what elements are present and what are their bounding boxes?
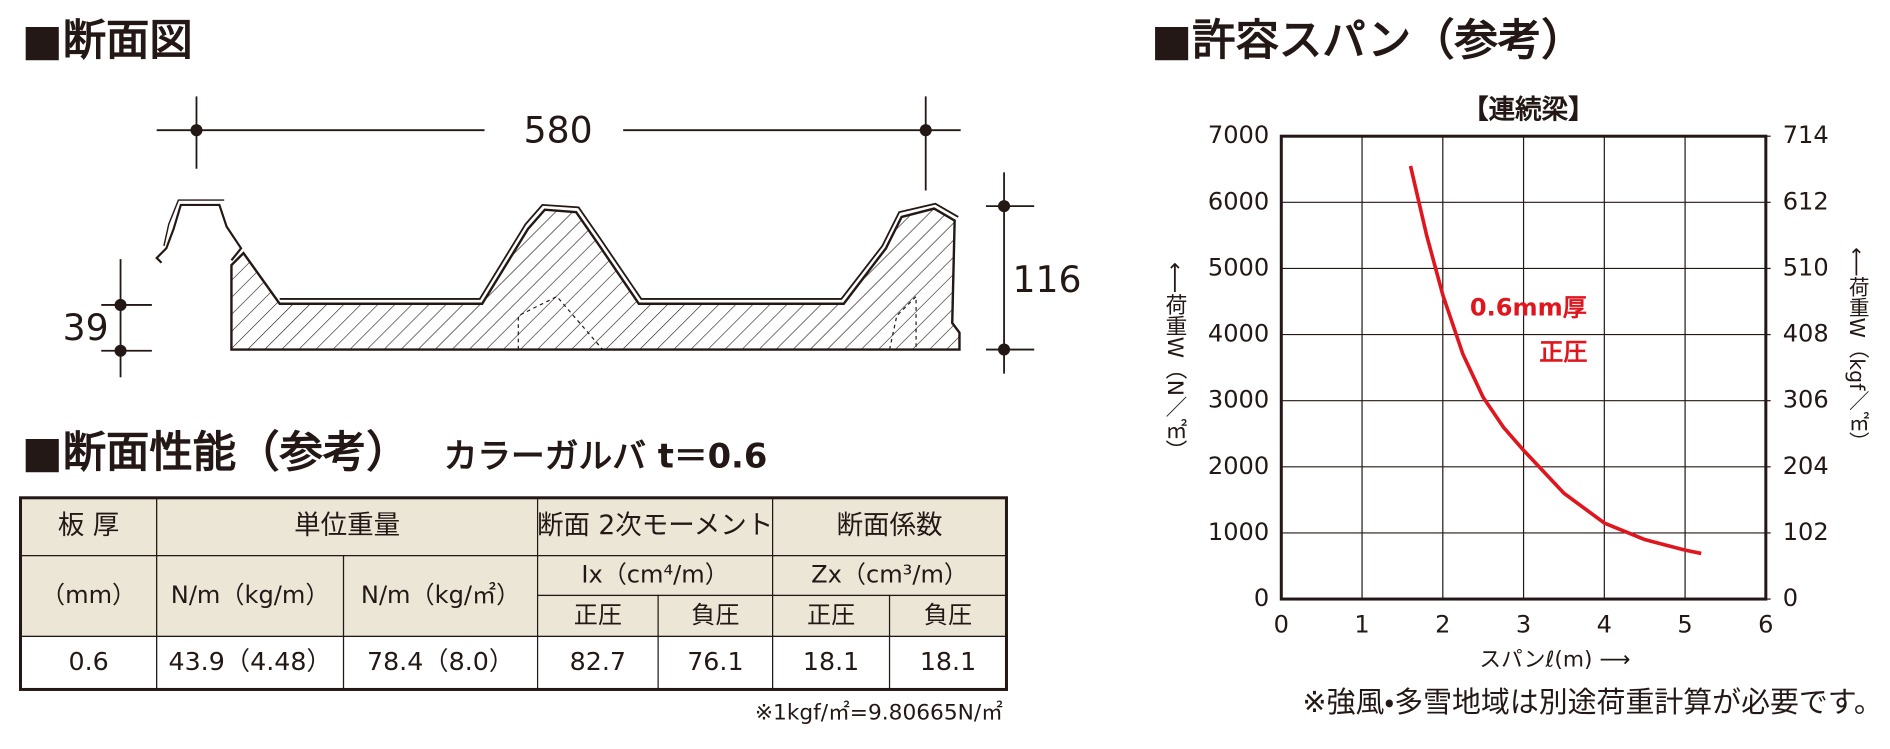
x-tick-label: 4 (1597, 611, 1612, 639)
header-text: 正圧 (807, 601, 855, 629)
x-tick-label: 1 (1354, 611, 1369, 639)
header-text: N/m（kg/㎡） (361, 581, 520, 609)
body-cell (19, 635, 158, 691)
x-tick-label: 6 (1758, 611, 1773, 639)
header-text: 負圧 (691, 601, 739, 629)
series-label: 0.6mm厚 (1470, 294, 1587, 322)
y-tick-label: 6000 (1208, 187, 1269, 215)
header-cell (536, 497, 774, 557)
span-heading: ■許容スパン（参考） (1151, 16, 1585, 66)
width-label: 580 (524, 109, 593, 152)
y2-tick-label: 510 (1783, 253, 1829, 281)
y-axis-label: ⟵荷重W（N／㎡） (1162, 262, 1187, 461)
properties-table: 板 厚 単位重量 断面 2次モーメント 断面係数 （mm） N/m（kg/m） N/m（kg… (18, 496, 1008, 691)
y-tick-label: 0 (1254, 584, 1269, 612)
table-note: ※1kgf/㎡=9.80665N/㎡ (755, 700, 1003, 726)
x-tick-label: 5 (1677, 611, 1692, 639)
y-tick-label: 7000 (1208, 121, 1269, 149)
x-tick-label: 0 (1274, 611, 1289, 639)
y2-tick-label: 102 (1783, 518, 1829, 546)
header-cell (536, 555, 774, 597)
annotation: 正圧 (1539, 338, 1587, 366)
table-border (18, 496, 1008, 691)
header-cell (772, 555, 1008, 597)
body-cell (657, 635, 774, 691)
body-text: 43.9（4.48） (168, 647, 331, 676)
body-text: 76.1 (687, 647, 743, 676)
header-text: 断面 2次モーメント (537, 510, 773, 541)
y-tick-label: 3000 (1208, 386, 1269, 414)
body-text: 78.4（8.0） (367, 647, 514, 676)
body-text: 18.1 (803, 647, 859, 676)
header-cell (888, 594, 1008, 638)
header-cell (156, 497, 539, 557)
y2-axis-label: ⟵荷重W（kgf／㎡） (1845, 247, 1869, 452)
header-text: 断面係数 (837, 510, 943, 541)
x-tick-label: 2 (1435, 611, 1450, 639)
body-text: 0.6 (68, 647, 108, 676)
y2-tick-label: 408 (1783, 320, 1829, 348)
body-text: 18.1 (920, 647, 976, 676)
header-text: 板 厚 (58, 510, 119, 541)
section-heading: ■断面図 (22, 16, 193, 66)
y2-tick-label: 714 (1783, 121, 1829, 149)
y-tick-label: 2000 (1208, 452, 1269, 480)
header-text: 単位重量 (294, 510, 400, 541)
header-text: N/m（kg/m） (171, 581, 330, 609)
body-cell (536, 635, 659, 691)
cross-section (155, 199, 961, 351)
y-tick-label: 5000 (1208, 253, 1269, 281)
chart-title: 【連続梁】 (1462, 94, 1595, 125)
series-line (1408, 165, 1702, 556)
body-text: 82.7 (570, 647, 626, 676)
rib-label: 39 (63, 306, 109, 349)
properties-heading: ■断面性能（参考） (22, 428, 410, 478)
header-text: Zx（cm³/m） (811, 561, 968, 589)
y2-tick-label: 204 (1783, 452, 1829, 480)
dimension-lines (101, 96, 1035, 378)
header-cell (342, 555, 539, 638)
span-note: ※強風・多雪地域は別途荷重計算が必要です。 (1302, 685, 1882, 719)
plot-frame (1279, 134, 1768, 601)
x-tick-label: 3 (1516, 611, 1531, 639)
header-cell (772, 594, 891, 638)
header-cell (156, 555, 345, 638)
header-text: Ix（cm⁴/m） (581, 561, 729, 589)
height-label: 116 (1012, 258, 1081, 301)
y-tick-label: 1000 (1208, 518, 1269, 546)
y2-tick-label: 612 (1783, 187, 1829, 215)
header-text: 負圧 (924, 601, 972, 629)
span-chart: 0 1 2 3 4 5 6010002000300040005000600070000102… (1208, 121, 1829, 638)
properties-subtitle: カラーガルバ t＝0.6 (444, 437, 768, 476)
header-cell (657, 594, 774, 638)
header-text: （mm） (41, 581, 136, 609)
header-text: 正圧 (574, 601, 622, 629)
x-axis-label: スパンℓ(m) ⟶ (1479, 648, 1630, 673)
body-cell (342, 635, 539, 691)
header-cell (536, 594, 659, 638)
y2-tick-label: 0 (1783, 584, 1798, 612)
y2-tick-label: 306 (1783, 386, 1829, 414)
y-tick-label: 4000 (1208, 320, 1269, 348)
body-cell (888, 635, 1008, 691)
